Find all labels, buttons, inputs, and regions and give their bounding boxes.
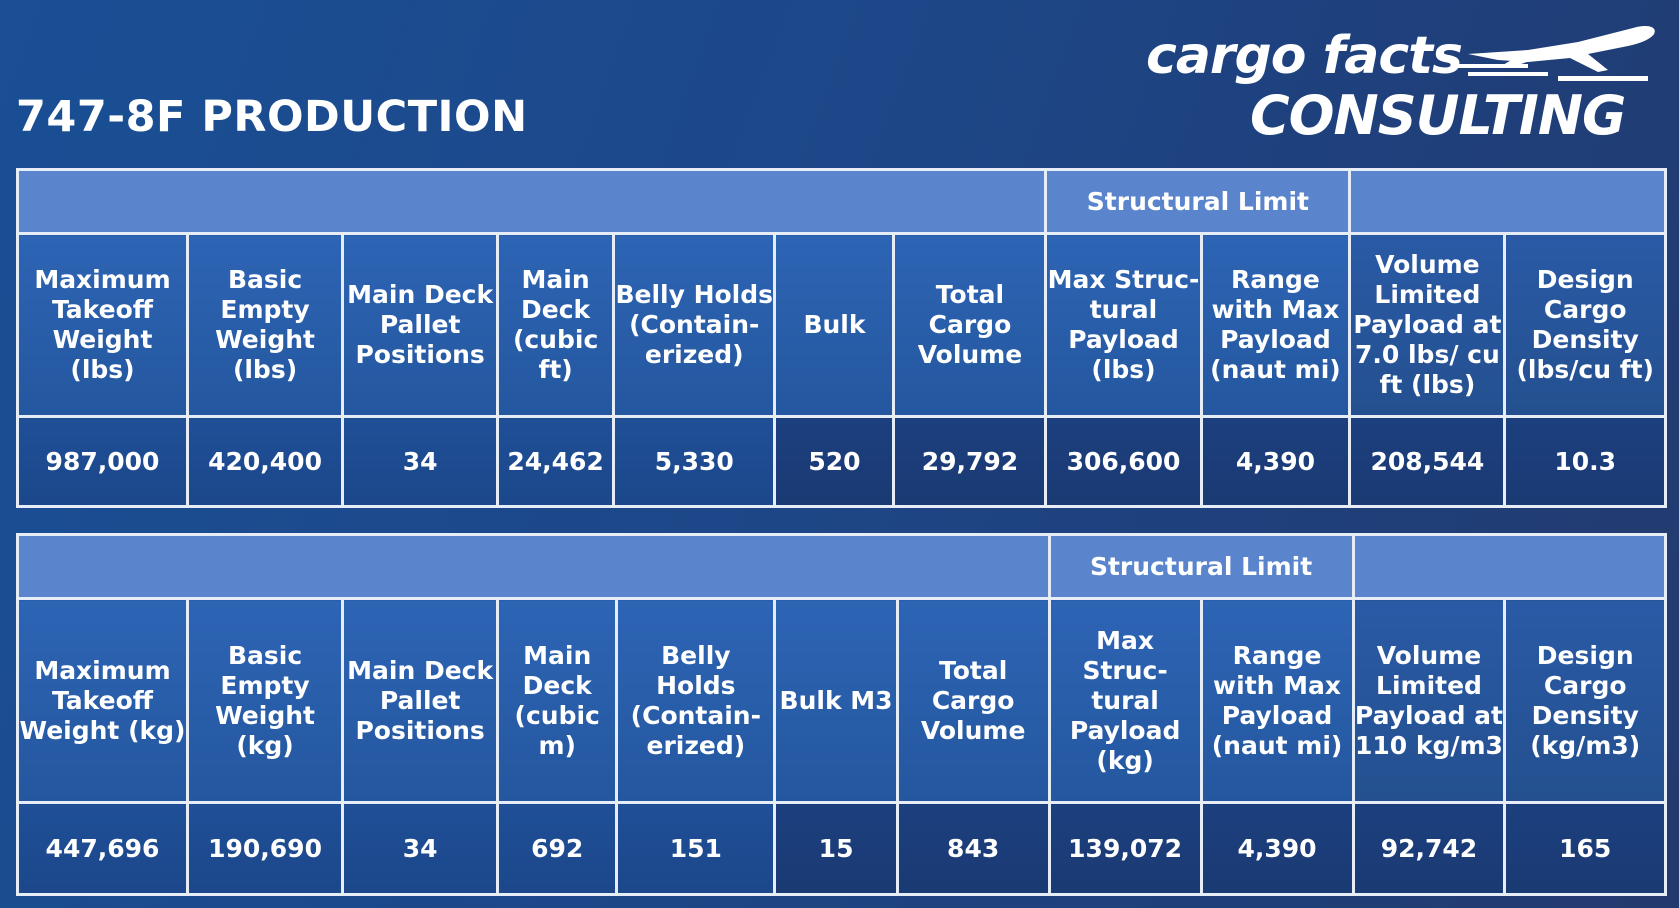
value-cell: 165 (1503, 801, 1667, 896)
value-cell: 987,000 (16, 415, 189, 508)
value-cell: 4,390 (1199, 801, 1355, 896)
value-cell: 190,690 (185, 801, 345, 896)
header-cell: Max Struc-tural Payload (lbs) (1044, 232, 1203, 418)
value-cell: 92,742 (1351, 801, 1507, 896)
logo-line1: cargo facts (1146, 26, 1463, 86)
airplane-icon (1458, 26, 1655, 81)
header-row: Maximum Takeoff Weight (lbs) Basic Empty… (16, 232, 1667, 418)
value-cell: 208,544 (1348, 415, 1507, 508)
header-cell: Range with Max Payload (naut mi) (1199, 232, 1352, 418)
header-cell: Main Deck (cubic ft) (496, 232, 615, 418)
header-cell: Belly Holds (Contain-erized) (611, 232, 777, 418)
header-cell: Belly Holds (Contain-erized) (615, 597, 777, 804)
header-cell: Volume Limited Payload at 110 kg/m3 (1351, 597, 1507, 804)
value-cell: 15 (773, 801, 899, 896)
value-cell: 34 (341, 415, 500, 508)
value-cell: 24,462 (496, 415, 615, 508)
value-cell: 151 (615, 801, 777, 896)
header-cell: Basic Empty Weight (lbs) (185, 232, 345, 418)
value-cell: 139,072 (1047, 801, 1203, 896)
header-cell: Main Deck Pallet Positions (341, 597, 500, 804)
value-cell: 447,696 (16, 801, 189, 896)
band-blank (1351, 533, 1668, 600)
header-cell: Volume Limited Payload at 7.0 lbs/ cu ft… (1348, 232, 1507, 418)
metric-spec-table: Structural Limit Maximum Takeoff Weight … (16, 533, 1668, 896)
value-cell: 306,600 (1044, 415, 1203, 508)
header-cell: Bulk M3 (773, 597, 899, 804)
value-cell: 843 (895, 801, 1051, 896)
band-blank (16, 533, 1051, 600)
cargo-facts-logo: cargo facts CONSULTING (1140, 20, 1670, 150)
value-row: 447,696 190,690 34 692 151 15 843 139,07… (16, 801, 1667, 896)
value-cell: 4,390 (1199, 415, 1352, 508)
header-cell: Max Struc-tural Payload (kg) (1047, 597, 1203, 804)
header-cell: Maximum Takeoff Weight (kg) (16, 597, 189, 804)
header-cell: Bulk (773, 232, 896, 418)
value-cell: 29,792 (892, 415, 1048, 508)
header-cell: Maximum Takeoff Weight (lbs) (16, 232, 189, 418)
band-blank (15, 168, 1048, 235)
value-row: 987,000 420,400 34 24,462 5,330 520 29,7… (16, 415, 1667, 508)
band-blank (1348, 168, 1667, 235)
structural-limit-label: Structural Limit (1047, 533, 1355, 600)
value-cell: 420,400 (185, 415, 345, 508)
structural-limit-label: Structural Limit (1044, 168, 1352, 235)
band-row: Structural Limit (16, 533, 1668, 600)
value-cell: 10.3 (1503, 415, 1667, 508)
header-cell: Basic Empty Weight (kg) (185, 597, 345, 804)
imperial-spec-table: Structural Limit Maximum Takeoff Weight … (15, 168, 1667, 508)
page-title: 747-8F PRODUCTION (16, 92, 528, 142)
value-cell: 520 (773, 415, 896, 508)
band-row: Structural Limit (15, 168, 1667, 235)
header-cell: Main Deck (cubic m) (496, 597, 619, 804)
value-cell: 34 (341, 801, 500, 896)
value-cell: 5,330 (611, 415, 777, 508)
header-row: Maximum Takeoff Weight (kg) Basic Empty … (16, 597, 1667, 804)
logo-line2: CONSULTING (1250, 84, 1626, 147)
header-cell: Design Cargo Density (kg/m3) (1503, 597, 1667, 804)
header-cell: Range with Max Payload (naut mi) (1199, 597, 1355, 804)
header-cell: Main Deck Pallet Positions (341, 232, 500, 418)
header-cell: Total Cargo Volume (895, 597, 1051, 804)
value-cell: 692 (496, 801, 619, 896)
header-cell: Design Cargo Density (lbs/cu ft) (1503, 232, 1667, 418)
header-cell: Total Cargo Volume (892, 232, 1048, 418)
